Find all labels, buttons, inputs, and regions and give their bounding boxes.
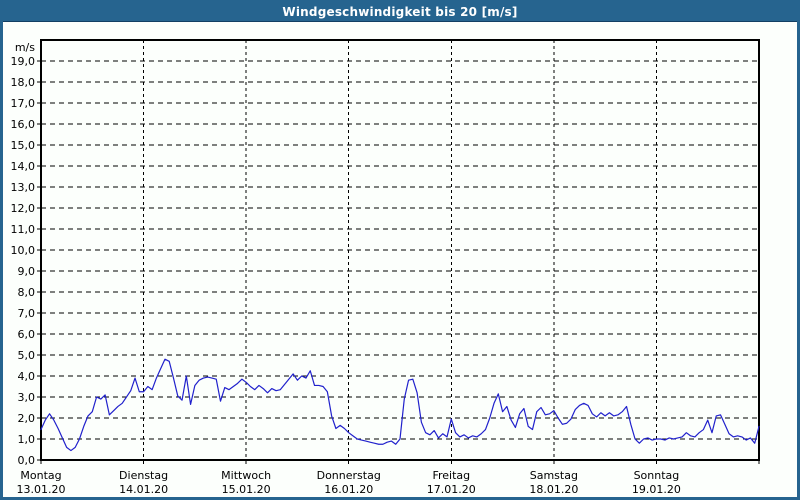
wind-speed-line [40, 358, 760, 452]
x-day-label: Sonntag [634, 469, 680, 482]
y-tick-label: 11,0 [11, 223, 36, 236]
y-tick-label: 2,0 [18, 412, 36, 425]
plot-border [40, 39, 760, 461]
x-day-label: Mittwoch [221, 469, 271, 482]
y-tick-label: 8,0 [18, 286, 36, 299]
y-tick-label: 15,0 [11, 139, 36, 152]
x-date-label: 19.01.20 [632, 483, 681, 496]
x-day-label: Freitag [432, 469, 470, 482]
y-tick-label: 12,0 [11, 202, 36, 215]
y-tick-label: 6,0 [18, 328, 36, 341]
x-day-label: Samstag [530, 469, 578, 482]
y-tick-label: 0,0 [18, 454, 36, 467]
x-date-label: 14.01.20 [119, 483, 168, 496]
y-tick-label: 16,0 [11, 118, 36, 131]
chart-title-bar: Windgeschwindigkeit bis 20 [m/s] [3, 3, 797, 22]
y-tick-label: 3,0 [18, 391, 36, 404]
y-tick-label: 14,0 [11, 160, 36, 173]
y-tick-label: 5,0 [18, 349, 36, 362]
y-tick-label: 1,0 [18, 433, 36, 446]
x-day-label: Donnerstag [317, 469, 381, 482]
x-date-label: 18.01.20 [529, 483, 578, 496]
y-tick-label: 7,0 [18, 307, 36, 320]
x-date-label: 17.01.20 [427, 483, 476, 496]
y-tick-label: 17,0 [11, 97, 36, 110]
x-day-label: Dienstag [119, 469, 168, 482]
x-date-label: 13.01.20 [17, 483, 66, 496]
y-tick-label: 9,0 [18, 265, 36, 278]
y-tick-label: 13,0 [11, 181, 36, 194]
y-axis-unit-label: m/s [15, 41, 35, 54]
x-date-label: 16.01.20 [324, 483, 373, 496]
x-date-label: 15.01.20 [222, 483, 271, 496]
y-tick-label: 4,0 [18, 370, 36, 383]
y-tick-label: 19,0 [11, 55, 36, 68]
y-tick-label: 10,0 [11, 244, 36, 257]
y-tick-label: 18,0 [11, 76, 36, 89]
chart-title: Windgeschwindigkeit bis 20 [m/s] [282, 5, 518, 19]
x-day-label: Montag [20, 469, 61, 482]
